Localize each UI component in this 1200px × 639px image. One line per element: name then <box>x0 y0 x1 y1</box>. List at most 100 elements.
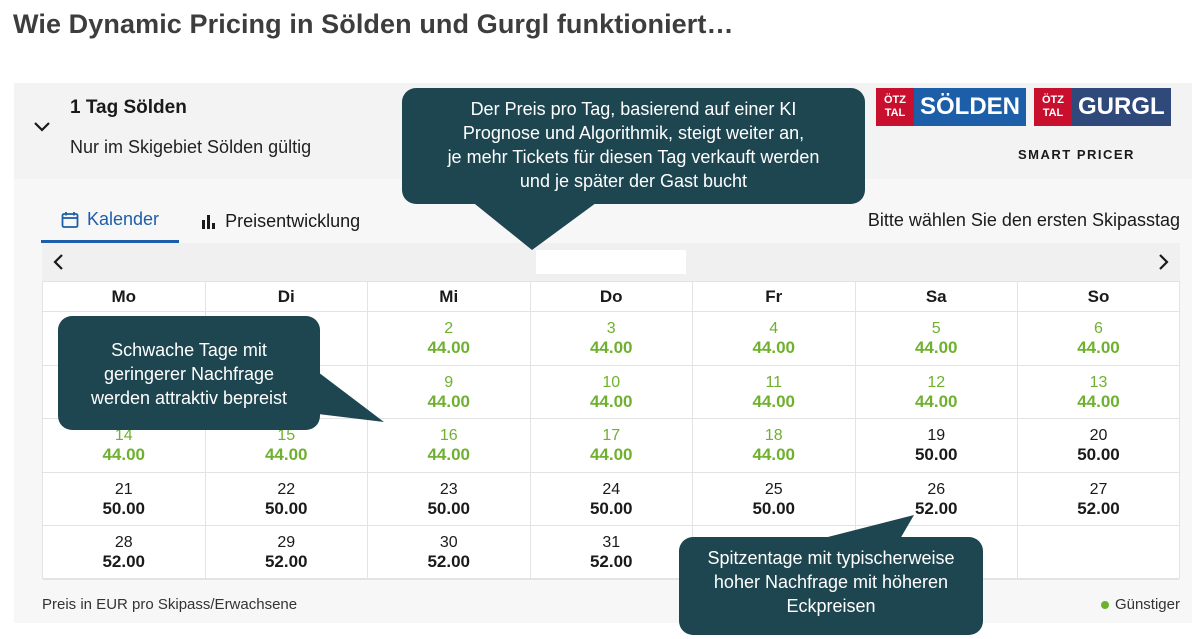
bar-chart-icon <box>202 215 216 229</box>
day-number: 20 <box>1089 427 1108 445</box>
calendar-day[interactable]: 13 44.00 <box>1018 366 1179 420</box>
calendar-day[interactable]: 4 44.00 <box>693 312 856 366</box>
day-number: 21 <box>114 480 133 498</box>
calendar-day[interactable]: 10 44.00 <box>530 365 693 420</box>
callout-line: und je später der Gast bucht <box>519 171 748 191</box>
day-number: 5 <box>931 320 941 337</box>
calendar-day[interactable]: 9 44.00 <box>368 365 531 420</box>
day-price: 44.00 <box>102 445 146 465</box>
day-price: 44.00 <box>914 391 958 411</box>
day-price: 44.00 <box>427 445 471 465</box>
day-number: 29 <box>277 534 296 552</box>
day-number: 23 <box>439 480 458 498</box>
calendar-day[interactable]: 30 52.00 <box>368 526 531 580</box>
calendar-week-row: 14 44.00 15 44.00 16 44.00 17 44.00 18 44.00 19 50.… <box>43 419 1018 473</box>
callout-line: Spitzentage mit typischerweise <box>707 548 955 568</box>
callout-left-pointer <box>318 372 384 422</box>
instruction-text: Bitte wählen Sie den ersten Skipasstag <box>867 210 1180 230</box>
day-price: 50.00 <box>589 498 633 518</box>
ticket-subtitle: Nur im Skigebiet Sölden gültig <box>70 137 312 157</box>
day-number: 25 <box>764 480 783 498</box>
weekday-header-row: So <box>1018 282 1179 312</box>
calendar-day[interactable]: 5 44.00 <box>855 312 1018 366</box>
day-price: 52.00 <box>1077 498 1120 518</box>
day-price: 44.00 <box>752 391 796 411</box>
day-number: 19 <box>927 427 946 445</box>
calendar-day[interactable]: 23 50.00 <box>368 472 531 527</box>
calendar-day[interactable]: 18 44.00 <box>693 419 856 473</box>
gurgl-logo: ÖTZ TAL GURGL <box>1034 88 1171 126</box>
calendar-day[interactable]: 28 52.00 <box>43 526 206 580</box>
chevron-left-icon[interactable] <box>50 252 68 272</box>
calendar-day[interactable]: 6 44.00 <box>1018 312 1179 366</box>
day-number: 17 <box>602 427 621 445</box>
calendar-day[interactable]: 20 50.00 <box>1018 419 1179 473</box>
day-number: 26 <box>927 480 946 498</box>
day-number: 10 <box>602 373 621 391</box>
weekday-header-row: Mo Di Mi Do Fr Sa <box>43 282 1018 312</box>
calendar-day[interactable]: 26 52.00 <box>855 472 1018 527</box>
day-price: 52.00 <box>102 552 146 572</box>
day-price: 44.00 <box>264 445 308 465</box>
chevron-right-icon[interactable] <box>1154 252 1172 272</box>
legend-dot-icon <box>1100 600 1109 609</box>
day-price: 52.00 <box>427 552 471 572</box>
calendar-day[interactable]: 21 50.00 <box>43 472 206 527</box>
day-number: 15 <box>277 427 296 445</box>
calendar-day[interactable]: 11 44.00 <box>693 365 856 420</box>
soelden-logo-text: SÖLDEN <box>914 88 1027 126</box>
calendar-day[interactable]: 22 50.00 <box>205 472 368 527</box>
day-number: 18 <box>764 427 783 445</box>
day-price: 50.00 <box>752 498 796 518</box>
day-number: 13 <box>1089 373 1108 391</box>
month-navigation <box>42 243 1180 281</box>
day-number: 28 <box>114 534 133 552</box>
calendar-grid-sunday: So 6 44.00 13 44.00 20 50.00 27 52.00 <box>1018 281 1180 580</box>
calendar-week-row: 27 52.00 <box>1018 473 1179 527</box>
day-price: 44.00 <box>589 338 633 357</box>
calendar-day[interactable]: 27 52.00 <box>1018 473 1179 527</box>
day-number: 9 <box>444 373 454 391</box>
weekday-header: Fr <box>693 282 856 312</box>
tab-preisentwicklung[interactable]: Preisentwicklung <box>179 199 380 243</box>
day-number: 11 <box>765 373 783 391</box>
calendar-day[interactable]: 17 44.00 <box>530 419 693 473</box>
callout-line: geringerer Nachfrage <box>103 364 275 384</box>
calendar-day[interactable]: 16 44.00 <box>368 419 531 473</box>
calendar-day[interactable]: 12 44.00 <box>855 365 1018 420</box>
calendar-day[interactable]: 14 44.00 <box>43 419 206 473</box>
calendar-week-row: 21 50.00 22 50.00 23 50.00 24 50.00 25 50.00 26 52.… <box>43 472 1018 527</box>
tab-preisentwicklung-label: Preisentwicklung <box>225 210 361 231</box>
day-number: 12 <box>927 373 946 391</box>
calendar-day[interactable]: 2 44.00 <box>368 312 531 366</box>
month-label <box>536 250 686 274</box>
calendar-day[interactable]: 29 52.00 <box>205 526 368 580</box>
gurgl-logo-text: GURGL <box>1072 88 1171 126</box>
calendar-week-row: 9 44.00 10 44.00 11 44.00 12 44.00 <box>43 365 1018 420</box>
day-number: 16 <box>439 427 458 445</box>
callout-pricing-explanation: Der Preis pro Tag, basierend auf einer K… <box>402 88 865 204</box>
callout-weak-days: Schwache Tage mit geringerer Nachfrage wer… <box>58 316 320 430</box>
oetztal-badge: ÖTZ TAL <box>876 88 914 126</box>
callout-line: Eckpreisen <box>786 596 876 616</box>
day-price: 44.00 <box>589 445 633 465</box>
day-price: 44.00 <box>1077 391 1120 411</box>
calendar-day[interactable]: 25 50.00 <box>693 472 856 527</box>
day-number: 27 <box>1089 480 1108 498</box>
calendar-day[interactable]: 19 50.00 <box>855 419 1018 473</box>
day-price: 50.00 <box>427 498 471 518</box>
day-number: 24 <box>602 480 621 498</box>
calendar-day[interactable]: 15 44.00 <box>205 419 368 473</box>
weekday-header: Do <box>530 282 693 312</box>
calendar-icon <box>61 211 79 228</box>
calendar-day[interactable]: 24 50.00 <box>530 472 693 527</box>
calendar-day[interactable]: 31 52.00 <box>530 526 693 580</box>
day-price: 44.00 <box>752 338 796 357</box>
callout-line: Prognose und Algorithmik, steigt weiter … <box>462 123 805 143</box>
ticket-header[interactable]: 1 Tag Sölden Nur im Skigebiet Sölden gül… <box>14 83 1192 179</box>
day-price: 44.00 <box>589 391 633 411</box>
calendar-day[interactable]: 3 44.00 <box>530 312 693 366</box>
chevron-down-icon[interactable] <box>32 116 52 136</box>
tab-kalender[interactable]: Kalender <box>41 199 180 243</box>
calendar-week-row: 20 50.00 <box>1018 419 1179 473</box>
